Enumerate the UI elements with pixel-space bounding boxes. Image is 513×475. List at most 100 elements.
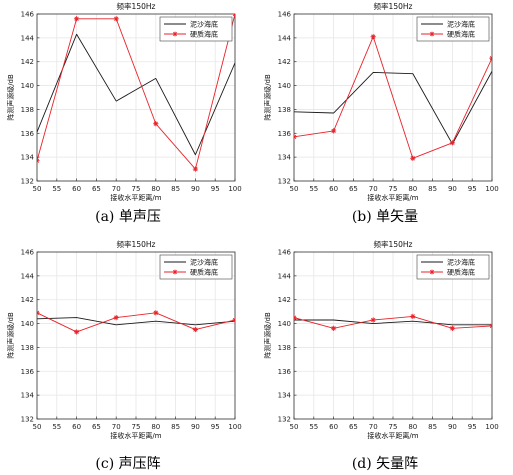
line-chart-c: 50 55 60 65 70 75 80 85 90 95 100 132 134 136 138 140 14… <box>6 239 242 440</box>
x-tick-label: 55 <box>309 185 318 193</box>
data-point-marker <box>449 325 455 331</box>
chart-title: 频率150Hz <box>117 239 156 249</box>
legend-label: 泥沙海底 <box>190 20 218 29</box>
legend-marker <box>429 269 435 275</box>
y-axis-label: 阵测声源级/dB <box>6 312 15 359</box>
legend-label: 泥沙海底 <box>447 258 475 267</box>
legend-label: 泥沙海底 <box>447 20 475 29</box>
series-line-1 <box>37 317 235 326</box>
chart-panel-d: 50 55 60 65 70 75 80 85 90 95 100 132 134 136 138 140 14… <box>257 238 513 475</box>
chart-panel-c: 50 55 60 65 70 75 80 85 90 95 100 132 134 136 138 140 14… <box>0 238 256 475</box>
data-point-marker <box>192 326 198 333</box>
series-layer <box>294 313 492 331</box>
y-tick-label: 138 <box>278 344 291 352</box>
x-tick-label: 65 <box>92 423 101 431</box>
y-tick-label: 134 <box>278 154 292 162</box>
chart-panel-a: 50 55 60 65 70 75 80 85 90 95 100 132 134 136 138 140 14… <box>0 0 256 237</box>
y-tick-label: 138 <box>21 106 34 114</box>
y-tick-label: 144 <box>278 34 292 42</box>
y-tick-label: 132 <box>21 416 34 424</box>
y-tick-label: 144 <box>278 272 292 280</box>
y-tick-label: 142 <box>21 58 34 66</box>
legend-box <box>159 254 233 280</box>
data-point-marker <box>153 121 159 127</box>
x-tick-label: 70 <box>369 423 378 431</box>
series-line-2 <box>294 36 492 159</box>
x-tick-label: 60 <box>329 423 338 431</box>
x-tick-label: 70 <box>369 185 378 193</box>
data-point-marker <box>232 317 235 323</box>
x-tick-label: 65 <box>349 185 358 193</box>
series-layer <box>37 310 235 335</box>
x-axis-label: 接收水平距离/m <box>367 193 418 202</box>
y-tick-label: 140 <box>278 82 291 90</box>
x-tick-label: 100 <box>485 185 498 193</box>
series-line-2 <box>37 14 235 170</box>
legend-box <box>416 254 490 280</box>
chart-title: 频率150Hz <box>117 1 156 11</box>
series-layer <box>294 34 492 161</box>
x-tick-label: 85 <box>171 423 180 431</box>
x-tick-label: 55 <box>52 185 61 193</box>
legend-label: 硬质海底 <box>447 30 475 39</box>
chart-caption-a: (a) 单声压 <box>95 209 161 225</box>
chart-caption-b: (b) 单矢量 <box>351 209 419 225</box>
data-point-marker <box>74 16 80 22</box>
data-point-marker <box>113 315 119 321</box>
x-tick-label: 95 <box>211 185 220 193</box>
data-point-marker <box>232 14 235 17</box>
x-tick-label: 90 <box>448 423 457 431</box>
chart-title: 频率150Hz <box>374 239 413 249</box>
y-tick-label: 138 <box>278 106 291 114</box>
series-line-1 <box>294 319 492 326</box>
y-tick-label: 142 <box>21 296 34 304</box>
chart-title: 频率150Hz <box>374 1 413 11</box>
x-tick-label: 90 <box>191 185 200 193</box>
y-tick-label: 140 <box>21 320 34 328</box>
legend-box <box>416 16 490 42</box>
x-tick-label: 75 <box>389 185 398 193</box>
x-tick-label: 100 <box>228 185 241 193</box>
x-tick-label: 55 <box>52 423 61 431</box>
legend-box <box>159 16 233 42</box>
y-axis-label: 阵测声源级/dB <box>6 74 15 121</box>
x-axis-label: 接收水平距离/m <box>110 431 161 440</box>
y-tick-label: 136 <box>21 130 35 138</box>
chart-caption-c: (c) 声压阵 <box>95 456 161 472</box>
line-chart-a: 50 55 60 65 70 75 80 85 90 95 100 132 134 136 138 140 14… <box>6 1 242 202</box>
data-point-marker <box>113 16 119 22</box>
y-tick-label: 146 <box>278 249 292 257</box>
x-tick-label: 75 <box>389 423 398 431</box>
x-tick-label: 60 <box>72 185 81 193</box>
y-tick-label: 132 <box>278 178 291 186</box>
y-tick-label: 132 <box>21 178 34 186</box>
y-tick-label: 146 <box>21 11 35 19</box>
x-tick-label: 85 <box>428 423 437 431</box>
data-point-marker <box>331 128 337 134</box>
chart-caption-d: (d) 矢量阵 <box>351 456 419 472</box>
x-tick-label: 95 <box>211 423 220 431</box>
x-axis-label: 接收水平距离/m <box>367 431 418 440</box>
series-line-2 <box>294 315 492 329</box>
y-tick-label: 146 <box>21 249 35 257</box>
x-tick-label: 80 <box>408 423 417 431</box>
data-point-marker <box>153 310 159 316</box>
line-chart-d: 50 55 60 65 70 75 80 85 90 95 100 132 134 136 138 140 14… <box>263 239 499 440</box>
series-layer <box>37 14 235 172</box>
x-tick-label: 90 <box>448 185 457 193</box>
data-point-marker <box>192 166 198 172</box>
x-tick-label: 65 <box>349 423 358 431</box>
x-tick-label: 80 <box>151 185 160 193</box>
y-tick-label: 134 <box>278 392 292 400</box>
y-axis-label: 阵测声源级/dB <box>263 312 272 359</box>
y-tick-label: 136 <box>278 368 292 376</box>
x-tick-label: 50 <box>290 423 299 431</box>
x-tick-label: 95 <box>468 185 477 193</box>
data-point-marker <box>294 134 297 140</box>
series-line-1 <box>294 71 492 145</box>
x-tick-label: 75 <box>132 185 141 193</box>
legend-marker <box>172 269 178 275</box>
